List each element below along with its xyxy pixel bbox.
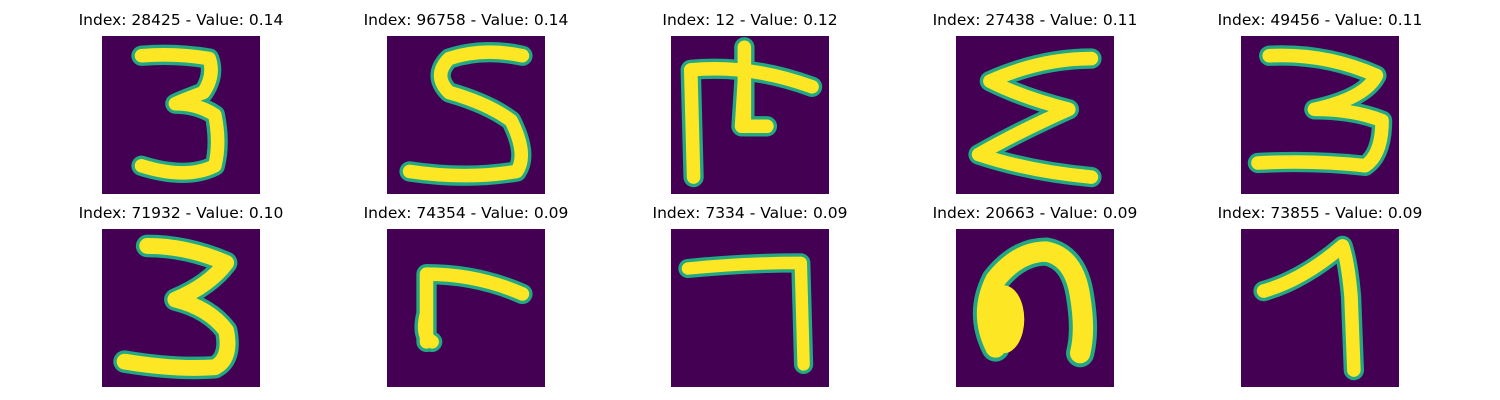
digit-image-3 xyxy=(102,36,260,194)
panel-title: Index: 27438 - Value: 0.11 xyxy=(932,11,1138,29)
digit-image-sigma-like xyxy=(956,36,1114,194)
panel-title: Index: 74354 - Value: 0.09 xyxy=(363,204,569,222)
digit-image-5 xyxy=(387,36,545,194)
panel-title: Index: 49456 - Value: 0.11 xyxy=(1217,11,1423,29)
digit-image-3 xyxy=(1241,36,1399,194)
panel-title: Index: 28425 - Value: 0.14 xyxy=(78,11,284,29)
panel-title: Index: 7334 - Value: 0.09 xyxy=(652,204,848,222)
digit-image-pi-like xyxy=(671,36,829,194)
digit-image-1 xyxy=(1241,229,1399,387)
digit-image-3 xyxy=(102,229,260,387)
panel-title: Index: 71932 - Value: 0.10 xyxy=(78,204,284,222)
digit-image-r-like xyxy=(387,229,545,387)
digit-image-7 xyxy=(671,229,829,387)
panel-title: Index: 20663 - Value: 0.09 xyxy=(932,204,1138,222)
panel-title: Index: 73855 - Value: 0.09 xyxy=(1217,204,1423,222)
panel-title: Index: 12 - Value: 0.12 xyxy=(662,11,838,29)
panel-title: Index: 96758 - Value: 0.14 xyxy=(363,11,569,29)
digit-image-n-like xyxy=(956,229,1114,387)
